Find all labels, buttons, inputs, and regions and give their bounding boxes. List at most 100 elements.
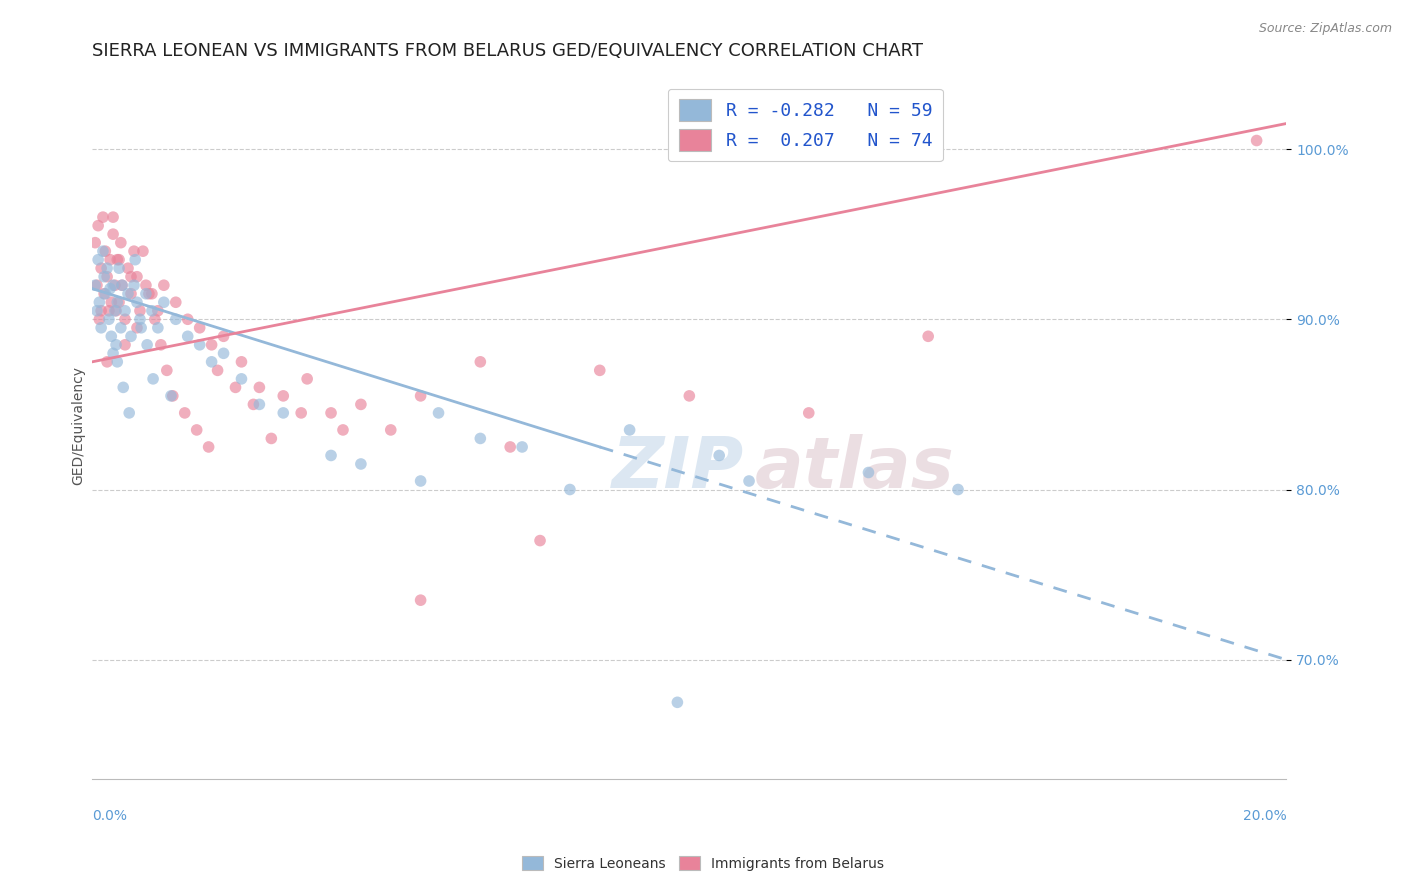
Point (797, 406, 820, 420)
Point (87, 219, 110, 233)
Point (271, 389, 294, 403)
Point (98, 252, 121, 267)
Point (135, 286, 157, 301)
Legend: Sierra Leoneans, Immigrants from Belarus: Sierra Leoneans, Immigrants from Belarus (516, 850, 890, 876)
Point (91, 244, 114, 259)
Point (350, 397, 373, 411)
Point (101, 278, 124, 293)
Point (97, 312, 120, 326)
Point (122, 278, 145, 293)
Point (162, 389, 184, 403)
Point (114, 312, 136, 326)
Point (188, 320, 211, 334)
Legend: R = -0.282   N = 59, R =  0.207   N = 74: R = -0.282 N = 59, R = 0.207 N = 74 (668, 88, 943, 161)
Point (247, 397, 270, 411)
Point (86, 303, 108, 318)
Point (153, 295, 176, 310)
Text: ZIP: ZIP (612, 434, 744, 502)
Point (84, 278, 107, 293)
Point (529, 533, 551, 548)
Point (380, 423, 402, 437)
Point (201, 355, 224, 369)
Point (91, 210, 114, 224)
Point (153, 278, 176, 293)
Point (110, 235, 132, 250)
Point (101, 227, 124, 242)
Point (93, 269, 115, 284)
Point (231, 372, 253, 386)
Point (117, 286, 139, 301)
Point (201, 338, 224, 352)
Point (146, 303, 169, 318)
Point (114, 338, 136, 352)
Point (125, 320, 148, 334)
Point (917, 329, 939, 343)
Point (90, 261, 112, 276)
Point (319, 449, 342, 463)
Point (247, 380, 270, 394)
Point (117, 261, 139, 276)
Point (332, 423, 354, 437)
Point (156, 363, 179, 377)
Point (589, 363, 612, 377)
Point (114, 303, 136, 318)
Point (94, 286, 117, 301)
Text: 0.0%: 0.0% (93, 809, 127, 823)
Point (96, 269, 118, 284)
Point (709, 449, 731, 463)
Point (104, 303, 127, 318)
Point (146, 320, 169, 334)
Point (186, 423, 208, 437)
Point (409, 474, 432, 488)
Point (470, 432, 492, 446)
Point (188, 338, 211, 352)
Point (224, 380, 246, 394)
Point (350, 457, 373, 471)
Point (470, 355, 492, 369)
Point (499, 440, 522, 454)
Point (125, 295, 148, 310)
Point (110, 320, 132, 334)
Point (89, 312, 111, 326)
Point (260, 432, 283, 446)
Point (160, 389, 183, 403)
Y-axis label: GED/Equivalency: GED/Equivalency (72, 367, 86, 485)
Point (138, 286, 160, 301)
Point (1246, 134, 1268, 148)
Point (96, 261, 118, 276)
Point (271, 406, 294, 420)
Point (212, 346, 235, 360)
Point (105, 295, 128, 310)
Point (101, 210, 124, 224)
Point (165, 295, 187, 310)
Point (142, 372, 165, 386)
Point (558, 483, 581, 497)
Point (105, 355, 128, 369)
Point (141, 303, 163, 318)
Text: Source: ZipAtlas.com: Source: ZipAtlas.com (1258, 22, 1392, 36)
Point (165, 312, 187, 326)
Point (177, 312, 200, 326)
Text: 20.0%: 20.0% (1243, 809, 1286, 823)
Point (212, 329, 235, 343)
Point (136, 338, 159, 352)
Point (678, 389, 700, 403)
Point (94, 244, 117, 259)
Text: atlas: atlas (755, 434, 955, 502)
Point (173, 406, 195, 420)
Point (120, 269, 142, 284)
Point (295, 372, 318, 386)
Point (409, 389, 432, 403)
Point (105, 303, 128, 318)
Point (132, 244, 155, 259)
Point (93, 286, 115, 301)
Point (125, 269, 148, 284)
Point (84, 235, 107, 250)
Point (427, 406, 450, 420)
Point (619, 423, 641, 437)
Point (122, 244, 145, 259)
Point (129, 320, 152, 334)
Point (207, 363, 229, 377)
Point (858, 466, 880, 480)
Point (89, 295, 111, 310)
